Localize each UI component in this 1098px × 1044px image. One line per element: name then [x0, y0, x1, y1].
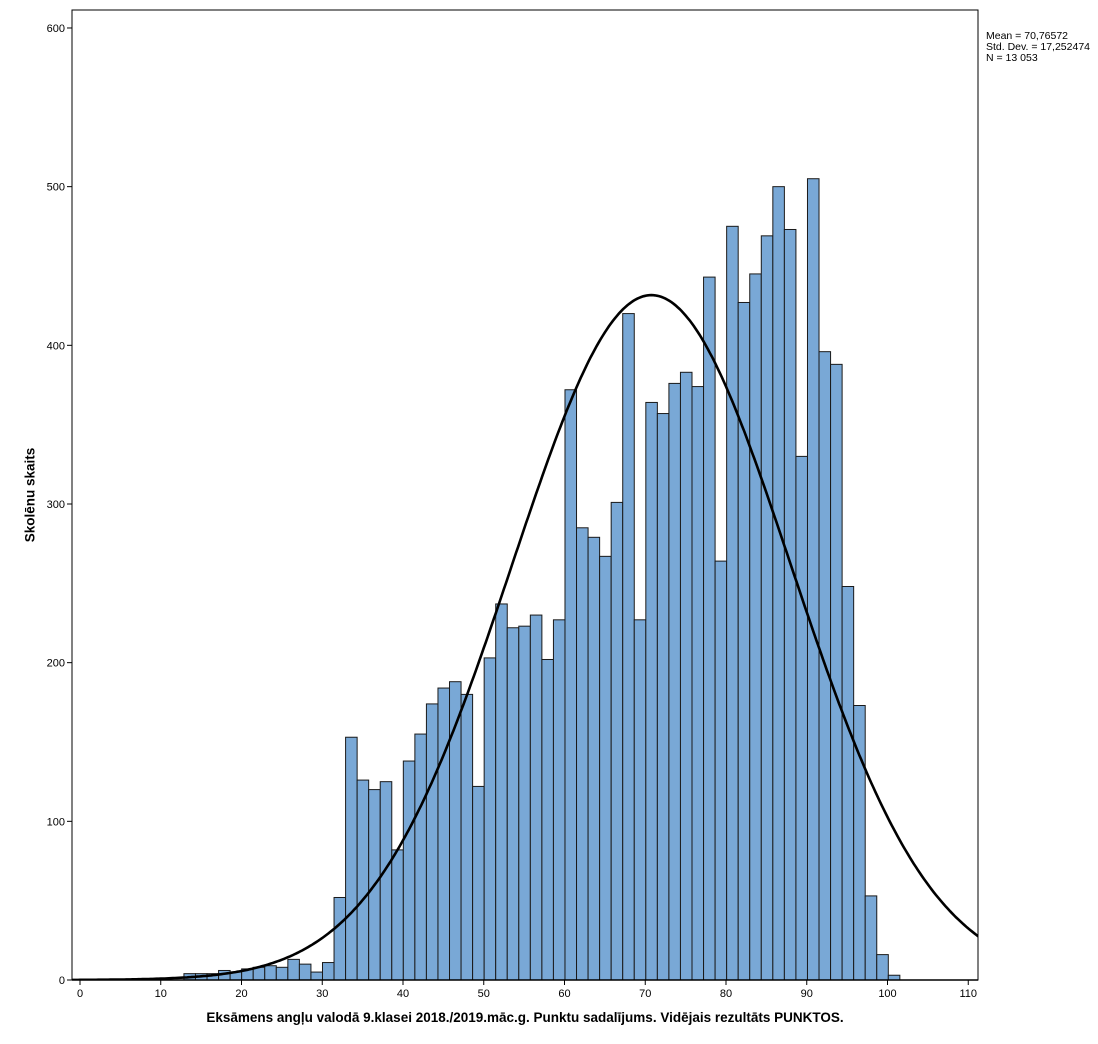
histogram-bar: [379, 781, 393, 981]
histogram-bar: [587, 536, 601, 981]
x-tick-label: 0: [77, 988, 83, 1000]
histogram-bar: [795, 455, 808, 981]
y-tick-label: 400: [47, 340, 65, 352]
y-tick-label: 600: [47, 23, 65, 35]
statistics-legend: Mean = 70,76572 Std. Dev. = 17,252474 N …: [986, 31, 1090, 64]
histogram-bar: [414, 733, 427, 981]
histogram-bar: [356, 779, 370, 981]
x-tick-label: 50: [478, 988, 490, 1000]
histogram-bar: [622, 313, 635, 981]
histogram-bar: [645, 401, 658, 981]
histogram-bar: [391, 849, 404, 981]
histogram-bar: [506, 627, 520, 981]
y-tick-label: 200: [47, 658, 65, 670]
histogram-bar: [310, 971, 323, 981]
histogram-bar: [703, 276, 716, 981]
histogram-bar: [483, 657, 497, 981]
histogram-bar: [864, 895, 878, 981]
x-tick-label: 40: [397, 988, 409, 1000]
x-tick-label: 10: [155, 988, 167, 1000]
histogram-bar: [679, 371, 693, 981]
histogram-bar: [876, 954, 889, 981]
histogram-bar: [737, 301, 751, 981]
histogram-bar: [345, 736, 358, 981]
normal-curve: [72, 293, 978, 980]
histogram-bar: [714, 560, 728, 981]
histogram-bar: [691, 386, 705, 981]
histogram-bar: [264, 965, 277, 981]
histogram-bar: [726, 225, 739, 981]
histogram-bar: [333, 896, 347, 981]
histogram-bar: [830, 363, 843, 981]
histogram-bar: [518, 625, 531, 981]
histogram-bar: [460, 693, 474, 981]
histogram-bar: [552, 619, 566, 981]
histogram-bar: [772, 186, 785, 981]
histogram-bar: [760, 235, 774, 981]
histogram-bar: [495, 603, 508, 981]
y-tick-label: 100: [47, 816, 65, 828]
histogram-bar: [633, 619, 647, 981]
histogram-bar: [806, 178, 820, 981]
x-tick-label: 60: [558, 988, 570, 1000]
x-axis-label: Eksāmens angļu valodā 9.klasei 2018./201…: [206, 1010, 844, 1025]
stat-n: N = 13 053: [986, 52, 1038, 64]
stat-mean: Mean = 70,76572: [986, 30, 1069, 42]
x-tick-label: 20: [235, 988, 247, 1000]
histogram-bar: [610, 501, 624, 981]
histogram-bar: [298, 963, 312, 981]
histogram-bar: [275, 966, 289, 981]
histogram-bar: [529, 614, 543, 981]
x-tick-label: 110: [959, 988, 977, 1000]
y-tick-label: 0: [59, 975, 65, 987]
y-tick-label: 500: [47, 182, 65, 194]
stat-std-dev: Std. Dev. = 17,252474: [986, 41, 1091, 53]
histogram-bar: [425, 703, 439, 981]
histogram-bar: [599, 555, 612, 981]
histogram-bar: [321, 962, 335, 981]
histogram-bar: [402, 760, 416, 981]
x-tick-label: 30: [316, 988, 328, 1000]
histogram-bar: [541, 658, 554, 981]
histogram-bar: [668, 382, 681, 981]
histogram-bar: [749, 273, 762, 981]
x-tick-label: 80: [720, 988, 732, 1000]
y-axis-label: Skolēnu skaits: [22, 447, 38, 543]
histogram-bar: [564, 389, 578, 981]
histogram-bar: [287, 958, 300, 981]
x-tick-label: 90: [801, 988, 813, 1000]
histogram-bar: [656, 413, 670, 981]
histogram-bar: [437, 687, 451, 981]
histogram-bar: [576, 527, 589, 981]
y-tick-label: 300: [47, 499, 65, 511]
x-tick-label: 70: [639, 988, 651, 1000]
histogram-bar: [472, 785, 485, 981]
histogram-bar: [783, 228, 797, 981]
histogram-bar: [841, 585, 855, 981]
x-tick-label: 100: [878, 988, 896, 1000]
